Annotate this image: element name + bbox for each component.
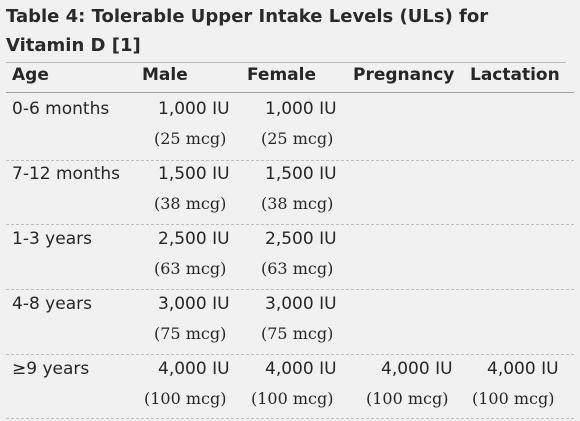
table-header-row: Age Male Female Pregnancy Lactation bbox=[0, 63, 580, 90]
lactation-mcg-value: (100 mcg) bbox=[472, 389, 555, 408]
row-divider bbox=[6, 354, 574, 355]
table-row: 0-6 months 1,000 IU (25 mcg) 1,000 IU (2… bbox=[0, 97, 580, 161]
column-header-pregnancy: Pregnancy bbox=[353, 65, 455, 85]
male-mcg-value: (63 mcg) bbox=[154, 259, 227, 278]
female-iu-value: 3,000 IU bbox=[265, 294, 337, 314]
female-mcg-value: (75 mcg) bbox=[261, 324, 334, 343]
female-mcg-value: (63 mcg) bbox=[261, 259, 334, 278]
female-iu-value: 4,000 IU bbox=[265, 359, 337, 379]
male-mcg-value: (25 mcg) bbox=[154, 129, 227, 148]
row-age-label: 0-6 months bbox=[12, 99, 110, 119]
citation-link[interactable]: [1] bbox=[111, 35, 141, 56]
row-divider bbox=[6, 418, 574, 419]
male-iu-value: 3,000 IU bbox=[158, 294, 230, 314]
table-caption: Table 4: Tolerable Upper Intake Levels (… bbox=[6, 2, 566, 63]
table-row: ≥9 years 4,000 IU (100 mcg) 4,000 IU (10… bbox=[0, 357, 580, 421]
male-mcg-value: (38 mcg) bbox=[154, 194, 227, 213]
row-divider bbox=[6, 224, 574, 225]
female-iu-value: 2,500 IU bbox=[265, 229, 337, 249]
female-iu-value: 1,500 IU bbox=[265, 164, 337, 184]
table-caption-text: Table 4: Tolerable Upper Intake Levels (… bbox=[6, 6, 489, 56]
male-iu-value: 2,500 IU bbox=[158, 229, 230, 249]
male-mcg-value: (75 mcg) bbox=[154, 324, 227, 343]
female-iu-value: 1,000 IU bbox=[265, 99, 337, 119]
header-divider bbox=[6, 92, 574, 93]
table-row: 1-3 years 2,500 IU (63 mcg) 2,500 IU (63… bbox=[0, 227, 580, 291]
row-divider bbox=[6, 289, 574, 290]
male-iu-value: 1,500 IU bbox=[158, 164, 230, 184]
male-iu-value: 4,000 IU bbox=[158, 359, 230, 379]
female-mcg-value: (100 mcg) bbox=[251, 389, 334, 408]
male-iu-value: 1,000 IU bbox=[158, 99, 230, 119]
column-header-female: Female bbox=[247, 65, 316, 85]
table-row: 7-12 months 1,500 IU (38 mcg) 1,500 IU (… bbox=[0, 162, 580, 226]
row-age-label: 7-12 months bbox=[12, 164, 121, 184]
female-mcg-value: (38 mcg) bbox=[261, 194, 334, 213]
column-header-male: Male bbox=[142, 65, 188, 85]
column-header-lactation: Lactation bbox=[470, 65, 560, 85]
male-mcg-value: (100 mcg) bbox=[144, 389, 227, 408]
row-age-label: 4-8 years bbox=[12, 294, 92, 314]
female-mcg-value: (25 mcg) bbox=[261, 129, 334, 148]
row-age-label: 1-3 years bbox=[12, 229, 92, 249]
pregnancy-mcg-value: (100 mcg) bbox=[366, 389, 449, 408]
row-divider bbox=[6, 160, 574, 161]
table-row: 4-8 years 3,000 IU (75 mcg) 3,000 IU (75… bbox=[0, 292, 580, 356]
row-age-label: ≥9 years bbox=[12, 359, 90, 379]
pregnancy-iu-value: 4,000 IU bbox=[381, 359, 453, 379]
column-header-age: Age bbox=[12, 65, 49, 85]
lactation-iu-value: 4,000 IU bbox=[487, 359, 559, 379]
